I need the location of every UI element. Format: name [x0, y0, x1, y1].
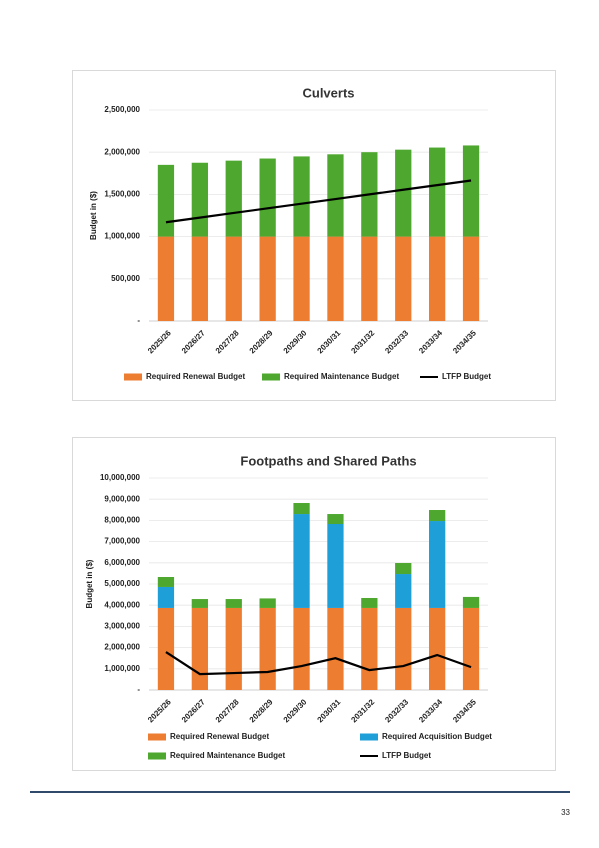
bar-segment	[395, 236, 412, 321]
bar-segment	[327, 524, 344, 608]
bar-segment	[462, 145, 480, 237]
y-tick-label: 5,000,000	[104, 579, 140, 588]
bar-segment	[293, 236, 310, 321]
bar-segment	[225, 236, 242, 321]
legend-swatch	[148, 733, 166, 741]
legend-label: Required Acquisition Budget	[382, 732, 492, 741]
chart-frame	[72, 437, 556, 771]
page-number: 33	[561, 808, 570, 817]
legend-label: Required Maintenance Budget	[170, 751, 285, 760]
y-tick-label: 1,000,000	[104, 664, 140, 673]
y-axis-label: Budget in ($)	[89, 191, 98, 240]
bar-segment	[259, 236, 276, 321]
chart-title: Culverts	[302, 85, 354, 100]
bar-segment	[327, 607, 344, 690]
bar-segment	[327, 154, 344, 237]
bar-segment	[462, 236, 480, 321]
y-tick-label: 500,000	[111, 274, 140, 283]
legend-swatch	[148, 752, 166, 760]
legend-label: Required Renewal Budget	[170, 732, 269, 741]
bar-segment	[191, 162, 208, 237]
y-tick-label: 1,000,000	[104, 232, 140, 241]
y-tick-label: 3,000,000	[104, 622, 140, 631]
bar-segment	[395, 149, 412, 237]
bar-segment	[157, 236, 175, 321]
y-tick-label: 1,500,000	[104, 190, 140, 199]
bar-segment	[462, 607, 480, 690]
bar-segment	[361, 607, 378, 690]
bar-segment	[429, 147, 446, 237]
bar-segment	[259, 598, 276, 608]
y-tick-label: 2,000,000	[104, 147, 140, 156]
line-series	[165, 651, 472, 676]
bar-segment	[191, 607, 208, 690]
chart-frame	[72, 70, 556, 401]
bar-segment	[429, 510, 446, 522]
bar-segment	[429, 236, 446, 321]
bar-segment	[327, 236, 344, 321]
bar-segment	[293, 503, 310, 515]
legend-label: LTFP Budget	[382, 751, 431, 760]
bar-segment	[293, 607, 310, 690]
bar-segment	[225, 599, 242, 608]
y-tick-label: 7,000,000	[104, 537, 140, 546]
bar-segment	[327, 514, 344, 525]
legend-swatch	[262, 373, 280, 381]
bar-segment	[395, 574, 412, 608]
y-tick-label: -	[137, 685, 140, 694]
bar-segment	[429, 607, 446, 690]
y-tick-label: 4,000,000	[104, 600, 140, 609]
legend-label: LTFP Budget	[442, 372, 491, 381]
bar-segment	[361, 236, 378, 321]
y-tick-label: -	[137, 316, 140, 325]
legend-swatch	[124, 373, 142, 381]
bar-segment	[462, 596, 480, 608]
bar-segment	[225, 160, 242, 237]
line-series	[165, 179, 472, 224]
bar-segment	[293, 156, 310, 237]
bar-segment	[157, 164, 175, 237]
legend-label: Required Maintenance Budget	[284, 372, 399, 381]
y-axis-label: Budget in ($)	[85, 559, 94, 608]
bar-segment	[395, 607, 412, 690]
bar-segment	[157, 607, 175, 690]
y-tick-label: 8,000,000	[104, 516, 140, 525]
bar-segment	[157, 586, 175, 608]
bar-segment	[361, 597, 378, 608]
bar-segment	[429, 521, 446, 608]
chart-title: Footpaths and Shared Paths	[240, 453, 416, 468]
legend-swatch	[360, 733, 378, 741]
bar-segment	[157, 577, 175, 587]
y-tick-label: 9,000,000	[104, 494, 140, 503]
bar-segment	[191, 599, 208, 608]
bar-segment	[259, 607, 276, 690]
legend-label: Required Renewal Budget	[146, 372, 245, 381]
bar-segment	[395, 563, 412, 575]
bar-segment	[225, 607, 242, 690]
bar-segment	[293, 514, 310, 608]
bar-segment	[191, 236, 208, 321]
bar-segment	[259, 158, 276, 237]
y-tick-label: 2,000,000	[104, 643, 140, 652]
y-tick-label: 10,000,000	[100, 473, 141, 482]
y-tick-label: 6,000,000	[104, 558, 140, 567]
y-tick-label: 2,500,000	[104, 105, 140, 114]
